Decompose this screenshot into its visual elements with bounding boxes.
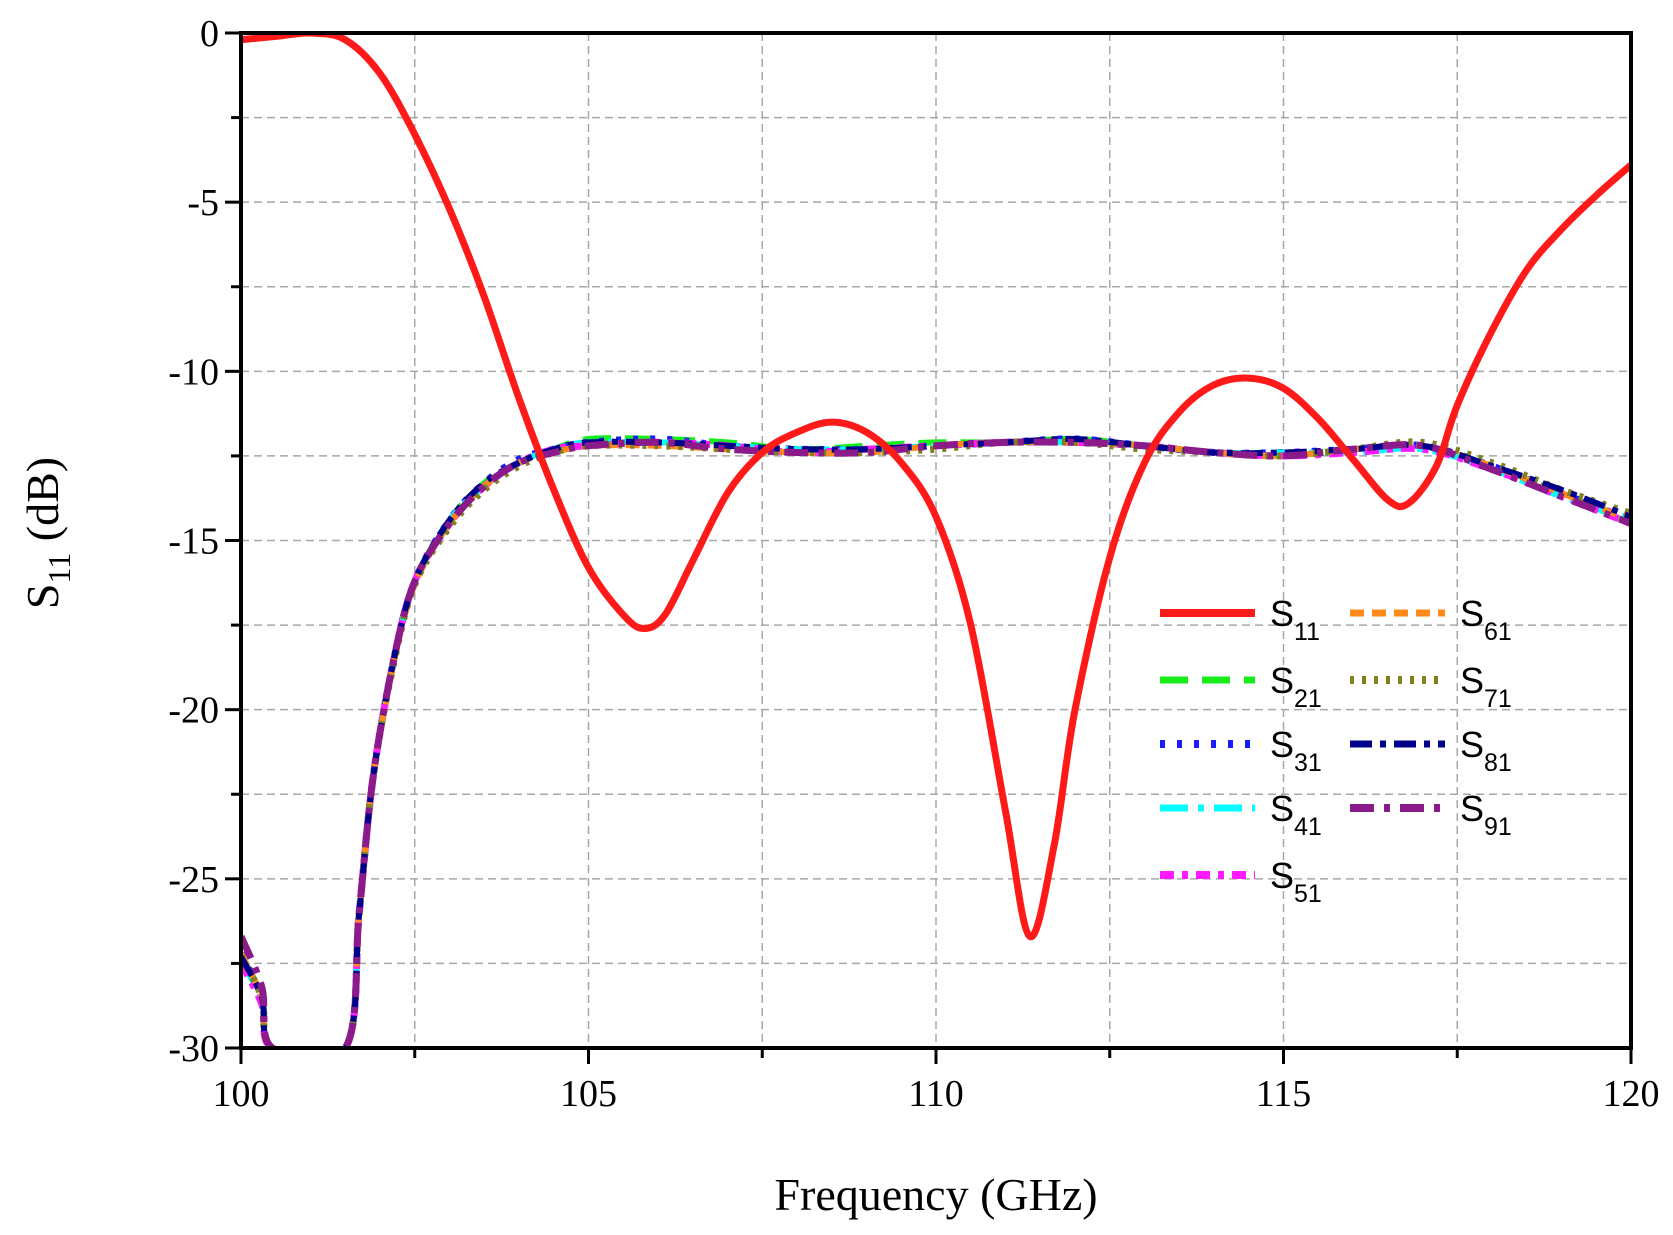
legend-item-s61[interactable]: S61 <box>1350 593 1512 646</box>
legend-item-s91[interactable]: S91 <box>1350 788 1512 841</box>
legend-label: S31 <box>1270 724 1322 777</box>
legend-label: S91 <box>1460 788 1512 841</box>
legend-item-s41[interactable]: S41 <box>1160 788 1322 841</box>
legend-item-s21[interactable]: S21 <box>1160 660 1322 713</box>
grid <box>241 33 1631 1048</box>
x-tick-label: 115 <box>1256 1073 1312 1115</box>
legend-label: S21 <box>1270 660 1322 713</box>
series-line-s81 <box>241 435 1631 1048</box>
series-group <box>241 33 1631 1048</box>
legend-item-s11[interactable]: S11 <box>1160 593 1320 646</box>
legend-item-s31[interactable]: S31 <box>1160 724 1322 777</box>
series-line-s11 <box>241 33 1631 940</box>
y-tick-label: -25 <box>168 859 219 901</box>
legend-item-s71[interactable]: S71 <box>1350 660 1512 713</box>
legend-label: S51 <box>1270 855 1322 908</box>
legend-label: S71 <box>1460 660 1512 713</box>
y-tick-label: -15 <box>168 521 219 563</box>
x-tick-label: 105 <box>560 1073 617 1115</box>
x-tick-label: 110 <box>908 1073 964 1115</box>
legend-label-main: S <box>1460 724 1484 765</box>
y-tick-label: -30 <box>168 1028 219 1070</box>
legend-label-sub: 51 <box>1294 880 1322 908</box>
legend-label-main: S <box>1270 788 1294 829</box>
legend-item-s51[interactable]: S51 <box>1160 855 1322 908</box>
legend-label-main: S <box>1270 724 1294 765</box>
legend-label-main: S <box>1270 855 1294 896</box>
tick-labels: 100 105 110 115 120 0 -5 -10 -15 -20 -25 -30 <box>168 13 1659 1115</box>
x-axis-title: Frequency (GHz) <box>774 1169 1097 1220</box>
legend-label-sub: 11 <box>1294 618 1320 646</box>
legend-label-sub: 91 <box>1484 813 1512 841</box>
legend-label-sub: 71 <box>1484 685 1512 713</box>
legend-label-sub: 81 <box>1484 749 1512 777</box>
y-tick-label: -10 <box>168 351 219 393</box>
legend-label-sub: 31 <box>1294 749 1322 777</box>
x-tick-label: 120 <box>1603 1073 1660 1115</box>
legend-label-main: S <box>1270 593 1294 634</box>
legend-label-sub: 41 <box>1294 813 1322 841</box>
y-tick-label: -20 <box>168 690 219 732</box>
legend-label: S81 <box>1460 724 1512 777</box>
legend-label-main: S <box>1460 593 1484 634</box>
axis-ticks <box>225 31 1633 1064</box>
legend-label: S41 <box>1270 788 1322 841</box>
y-tick-label: -5 <box>187 182 219 224</box>
legend-label-sub: 21 <box>1294 685 1322 713</box>
legend-item-s81[interactable]: S81 <box>1350 724 1512 777</box>
legend-label-main: S <box>1460 788 1484 829</box>
legend-label-main: S <box>1460 660 1484 701</box>
y-tick-label: 0 <box>200 13 219 55</box>
legend-label: S11 <box>1270 593 1320 646</box>
legend-label: S61 <box>1460 593 1512 646</box>
series-line-s91 <box>241 438 1631 1048</box>
x-tick-label: 100 <box>213 1073 270 1115</box>
legend-label-main: S <box>1270 660 1294 701</box>
y-axis-title: S11 (dB) <box>17 457 77 609</box>
legend-label-sub: 61 <box>1484 618 1512 646</box>
